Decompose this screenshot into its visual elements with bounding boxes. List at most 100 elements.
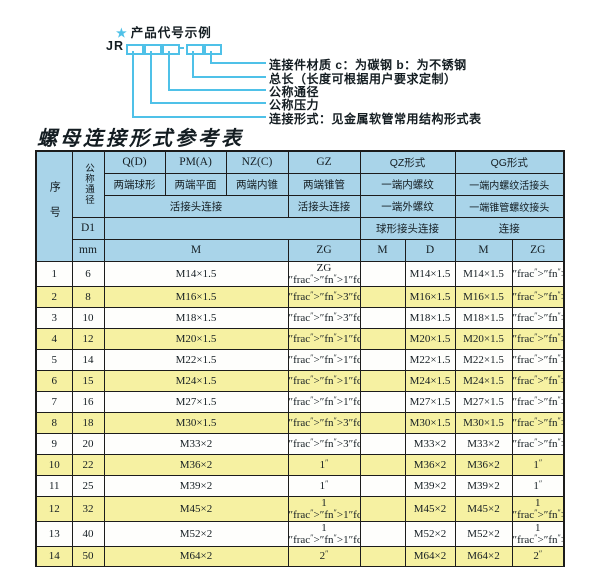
header-qz-d: D [404,238,456,262]
header-col-q: Q(D) [103,150,166,174]
cell-dn: 10 [71,306,105,329]
header-gz-conn: 活接头连接 [287,194,361,218]
table-row: 615M24×1.5″frac″>″fn″>1″fd″>2″M24×1.5M24… [35,369,565,392]
cell-seq: 4 [35,327,73,350]
cell-qg-m: M24×1.5 [454,369,513,392]
cell-dn: 40 [71,520,105,547]
cell-seq: 8 [35,411,73,434]
callout-line [210,62,266,64]
header-blank [103,216,361,240]
cell-qz-m [359,545,406,567]
cell-m: M16×1.5 [103,285,289,308]
header-q-desc: 两端球形 [103,172,166,196]
header-zg-main: ZG [287,238,361,262]
table-row: 514M22×1.5″frac″>″fn″>1″fd″>2″M22×1.5M22… [35,348,565,371]
header-col-nz: NZ(C) [225,150,289,174]
cell-dn: 12 [71,327,105,350]
header-qg-desc1: 一端内螺纹活接头 [454,172,565,196]
cell-qz-m [359,432,406,455]
cell-seq: 13 [35,520,73,547]
cell-qz-d: M18×1.5 [404,306,456,329]
cell-qz-d: M36×2 [404,453,456,476]
header-mm: mm [71,238,105,262]
callout-label-diameter: 公称通径 [269,85,320,99]
table-row: 310M18×1.5″frac″>″fn″>3″fd″>8″M18×1.5M18… [35,306,565,329]
cell-seq: 11 [35,474,73,497]
cell-dn: 20 [71,432,105,455]
cell-qz-d: M14×1.5 [404,260,456,287]
header-col-pm: PM(A) [164,150,227,174]
cell-qg-zg: ″frac″>″fn″>3″fd″>4″ [511,432,565,455]
cell-zg: ″frac″>″fn″>1″fd″>2″ [287,390,361,413]
code-box-4 [186,44,204,55]
cell-qg-m: M16×1.5 [454,285,513,308]
cell-qz-m [359,306,406,329]
cell-qz-m [359,285,406,308]
cell-qz-m [359,260,406,287]
cell-seq: 3 [35,306,73,329]
cell-seq: 2 [35,285,73,308]
cell-qz-d: M20×1.5 [404,327,456,350]
cell-dn: 32 [71,495,105,522]
code-prefix: JR [106,39,124,53]
cell-m: M64×2 [103,545,289,567]
cell-dn: 50 [71,545,105,567]
table-row: 716M27×1.5″frac″>″fn″>1″fd″>2″M27×1.5M27… [35,390,565,413]
cell-qz-m [359,474,406,497]
diagram-title-text: 产品代号示例 [130,26,212,40]
cell-qz-m [359,369,406,392]
cell-qg-zg: ″frac″>″fn″>1″fd″>2″ [511,390,565,413]
header-qz-m: M [359,238,406,262]
cell-qg-zg: ″frac″>″fn″>1″fd″>2″ [511,369,565,392]
cell-dn: 18 [71,411,105,434]
cell-seq: 7 [35,390,73,413]
cell-m: M39×2 [103,474,289,497]
cell-qz-d: M27×1.5 [404,390,456,413]
cell-m: M24×1.5 [103,369,289,392]
header-qz-desc2: 一端外螺纹 [359,194,456,218]
callout-label-pressure: 公称压力 [269,98,320,112]
cell-m: M52×2 [103,520,289,547]
callout-line [210,51,212,64]
cell-qg-m: M18×1.5 [454,306,513,329]
cell-qg-m: M22×1.5 [454,348,513,371]
cell-seq: 9 [35,432,73,455]
cell-qg-m: M64×2 [454,545,513,567]
table-row: 10 22 M36×2 1″ M36×2 M36×2 1″ [35,453,565,476]
header-m-main: M [103,238,289,262]
table-row: 28M16×1.5″frac″>″fn″>3″fd″>8″M16×1.5M16×… [35,285,565,308]
code-box-3 [162,44,180,55]
cell-dn: 15 [71,369,105,392]
cell-qz-m [359,327,406,350]
cell-seq: 1 [35,260,73,287]
cell-zg: 1″ [287,474,361,497]
cell-qg-m: M30×1.5 [454,411,513,434]
cell-qg-zg: 1 ″frac″>″fn″>1″fd″>4″ [511,495,565,522]
cell-zg: 1 ″frac″>″fn″>1″fd″>4″ [287,495,361,522]
callout-label-material: 连接件材质 c：为碳钢 b：为不锈钢 [269,58,467,72]
cell-qz-m [359,520,406,547]
cell-qg-zg: ″frac″>″fn″>3″fd″>8″ [511,306,565,329]
cell-m: M27×1.5 [103,390,289,413]
header-pm-desc: 两端平面 [164,172,227,196]
code-box-2 [144,44,162,55]
header-col-qz: QZ形式 [359,150,456,174]
cell-qg-zg: ″frac″>″fn″>1″fd″>2″ [511,348,565,371]
header-qz-desc1: 一端内螺纹 [359,172,456,196]
callout-label-conn-type: 连接形式：见金属软管常用结构形式表 [269,112,482,126]
cell-zg: ″frac″>″fn″>3″fd″>8″ [287,285,361,308]
cell-zg: 1 ″frac″>″fn″>1″fd″>2″ [287,520,361,547]
cell-qg-m: M27×1.5 [454,390,513,413]
cell-qz-d: M22×1.5 [404,348,456,371]
cell-qg-zg: 1″ [511,453,565,476]
cell-dn: 22 [71,453,105,476]
cell-dn: 14 [71,348,105,371]
header-qg-conn: 连接 [454,216,565,240]
cell-qz-m [359,390,406,413]
callout-line [192,51,194,78]
cell-zg: ″frac″>″fn″>3″fd″>4″ [287,411,361,434]
table-title: 螺母连接形式参考表 [37,128,244,150]
